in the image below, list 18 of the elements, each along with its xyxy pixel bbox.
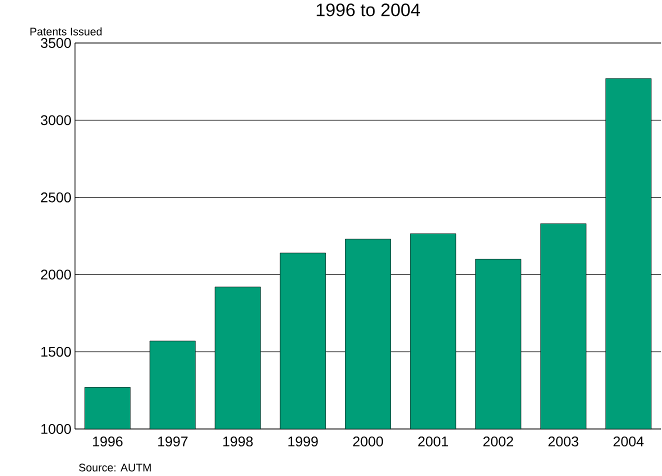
source-note: Source: AUTM <box>79 464 151 472</box>
y-tick-label: 2000 <box>41 270 71 280</box>
x-tick-label: 2002 <box>483 436 514 446</box>
y-tick-label: 1000 <box>41 424 71 434</box>
y-tick-label: 3500 <box>40 38 71 48</box>
x-tick-label: 1996 <box>93 436 123 446</box>
y-tick-label: 3000 <box>40 115 71 126</box>
x-tick-label: 2000 <box>353 436 384 446</box>
y-tick-label: 2500 <box>41 192 71 202</box>
x-tick-label: 1999 <box>288 436 318 446</box>
x-tick-label: 2004 <box>614 436 644 446</box>
x-tick-label: 1997 <box>158 436 188 446</box>
x-tick-label: 2001 <box>418 436 448 446</box>
y-axis-title: Patents Issued <box>30 27 102 36</box>
x-tick-label: 2003 <box>548 436 578 446</box>
x-tick-label: 1998 <box>223 436 253 446</box>
y-tick-label: 1500 <box>41 346 71 357</box>
chart-title: 1996 to 2004 <box>316 4 420 16</box>
